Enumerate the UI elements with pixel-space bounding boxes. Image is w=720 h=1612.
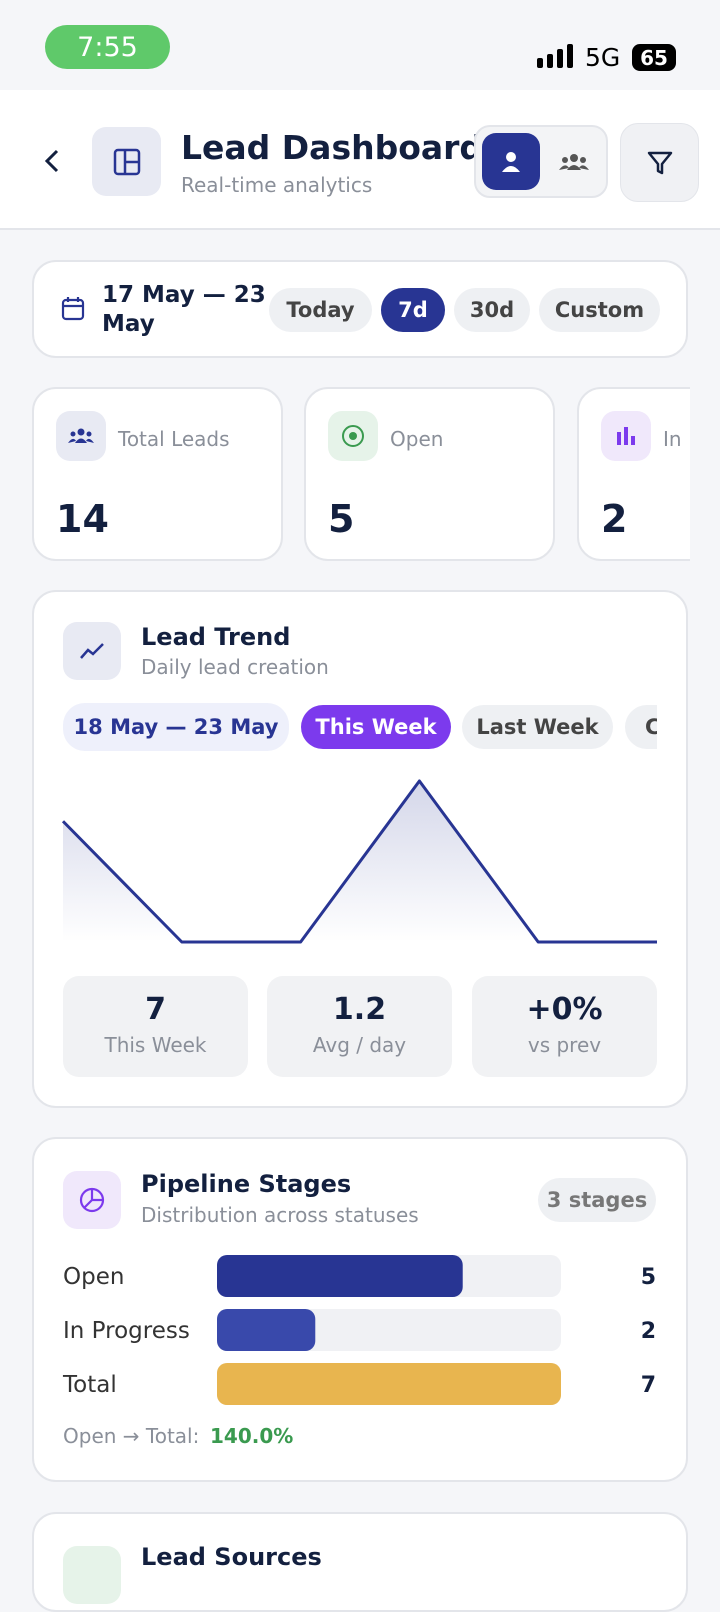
- footer-label: Open → Total:: [63, 1424, 200, 1448]
- battery: 65: [632, 44, 676, 71]
- filter-button[interactable]: [620, 123, 699, 202]
- bar: [217, 1309, 316, 1351]
- summary-value: 7: [145, 992, 166, 1027]
- time: 7:55: [45, 25, 170, 69]
- back-button[interactable]: [40, 148, 64, 174]
- card-title: Lead Sources: [141, 1543, 322, 1571]
- tab[interactable]: C: [625, 705, 657, 749]
- signal-icon: [537, 44, 573, 68]
- sources-card: [32, 1512, 688, 1612]
- stat-value: 2: [601, 497, 628, 541]
- stage-label: In Progress: [63, 1318, 190, 1344]
- trend-icon: [63, 622, 121, 680]
- card-title: Pipeline Stages: [141, 1170, 352, 1198]
- screen: {"status":{"time":"7:55","network":"5G",…: [0, 25, 720, 1612]
- range-chip[interactable]: Custom: [539, 288, 660, 332]
- card-subtitle: Daily lead creation: [141, 655, 329, 679]
- summary-box: 1.2 Avg / day: [267, 976, 452, 1077]
- dashboard-icon: [92, 127, 161, 196]
- bar: [217, 1255, 463, 1297]
- pipeline-chart: Open 5 In Progress 2 Total 7: [62, 1255, 656, 1405]
- stages-badge: 3 stages: [538, 1178, 656, 1222]
- network: 5G: [585, 43, 621, 72]
- stats-row: Total Leads 14 Open 5 In 2: [32, 387, 690, 563]
- stage-value: 7: [641, 1373, 656, 1398]
- team-view-button[interactable]: [545, 133, 603, 190]
- trend-chart: [61, 779, 657, 944]
- pipeline-icon: [63, 1171, 121, 1229]
- summary-label: Avg / day: [312, 1033, 407, 1057]
- stat-card[interactable]: Open 5: [304, 387, 555, 561]
- range-chip[interactable]: Today: [269, 288, 372, 332]
- stage-value: 5: [641, 1265, 656, 1290]
- trend-tabs: 18 May — 23 May This Week Last Week C: [63, 703, 657, 753]
- range-chip-active[interactable]: 7d: [381, 288, 445, 332]
- card-title: Lead Trend: [141, 623, 291, 651]
- summary-label: This Week: [104, 1033, 207, 1057]
- personal-view-button[interactable]: [482, 133, 540, 190]
- stage-label: Open: [63, 1264, 124, 1290]
- summary-label: vs prev: [527, 1033, 602, 1057]
- card-subtitle: Distribution across statuses: [141, 1203, 419, 1227]
- stage-value: 2: [641, 1319, 656, 1344]
- stat-card[interactable]: Total Leads 14: [32, 387, 283, 561]
- summary-box: +0% vs prev: [472, 976, 657, 1077]
- page-subtitle: Real-time analytics: [181, 173, 373, 197]
- footer-value: 140.0%: [210, 1424, 294, 1448]
- stat-value: 14: [56, 497, 109, 541]
- bar: [217, 1363, 561, 1405]
- date-range: 17 May — 23 May: [102, 282, 266, 337]
- summary-value: +0%: [526, 992, 603, 1027]
- summary-value: 1.2: [332, 992, 387, 1027]
- stat-label: Total Leads: [118, 427, 230, 451]
- calendar-icon: [61, 297, 85, 321]
- page-title: Lead Dashboard: [181, 128, 484, 167]
- stage-label: Total: [62, 1372, 117, 1398]
- stat-card[interactable]: In 2: [577, 387, 690, 561]
- stat-value: 5: [328, 497, 355, 541]
- stat-label: In: [663, 427, 682, 451]
- range-chip[interactable]: 30d: [454, 288, 530, 332]
- trend-line: [61, 779, 657, 944]
- sources-icon: [63, 1546, 121, 1604]
- stat-label: Open: [390, 427, 444, 451]
- tab-active[interactable]: This Week: [301, 705, 451, 749]
- summary-box: 7 This Week: [63, 976, 248, 1077]
- tab[interactable]: Last Week: [462, 705, 613, 749]
- trend-range[interactable]: 18 May — 23 May: [63, 703, 289, 751]
